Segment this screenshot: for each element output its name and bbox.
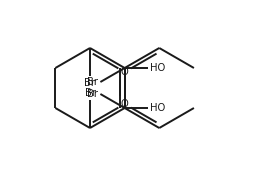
Text: Br: Br bbox=[84, 88, 96, 98]
Text: Br: Br bbox=[87, 77, 98, 87]
Text: O: O bbox=[121, 99, 129, 109]
Text: HO: HO bbox=[150, 63, 166, 73]
Text: HO: HO bbox=[150, 103, 166, 113]
Text: Br: Br bbox=[84, 78, 96, 88]
Text: O: O bbox=[121, 67, 129, 77]
Text: Br: Br bbox=[87, 89, 98, 99]
